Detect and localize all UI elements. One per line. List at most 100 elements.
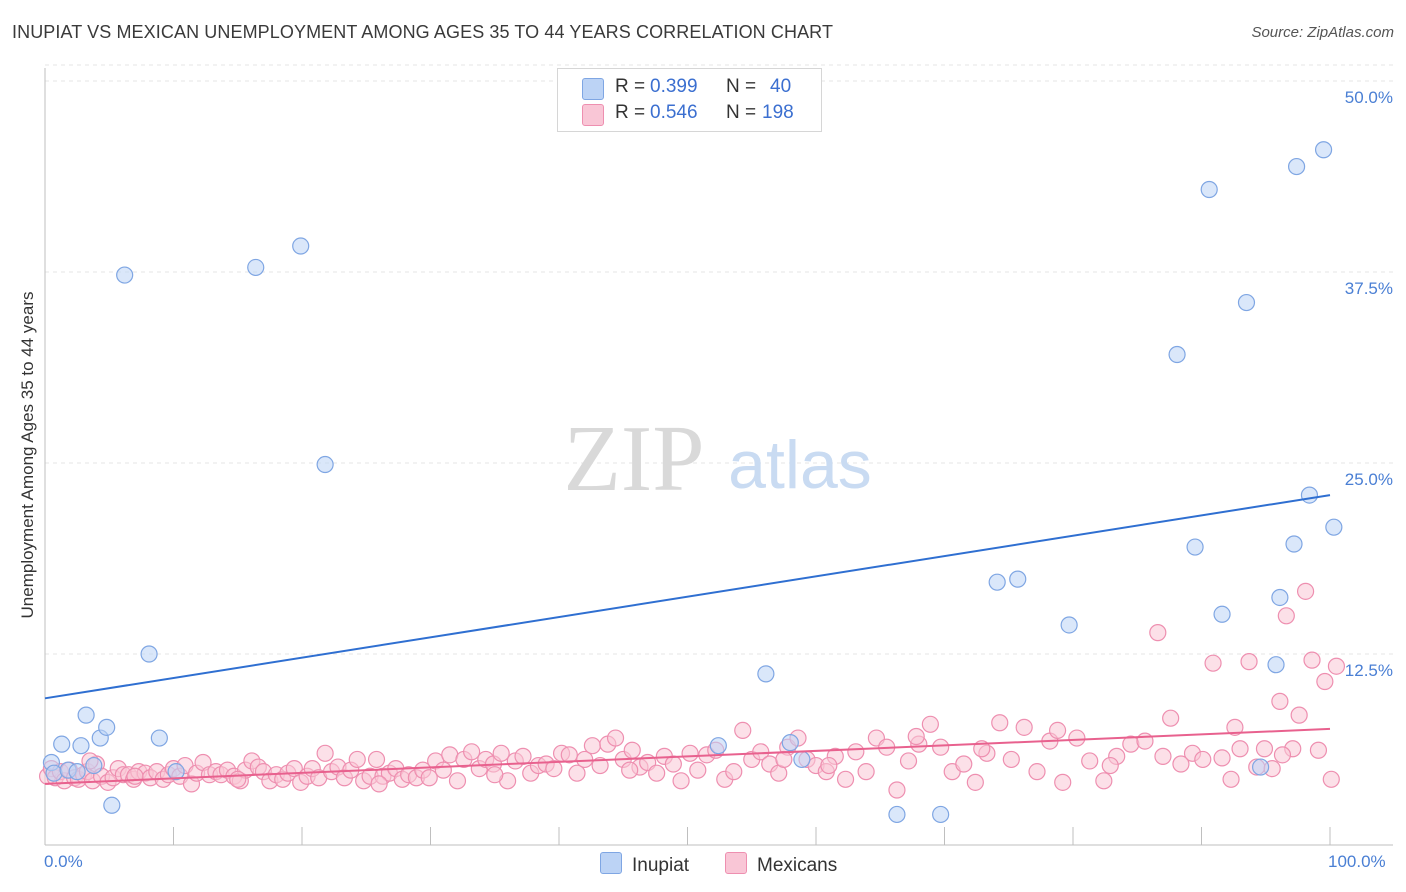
inupiat-point xyxy=(1213,605,1231,623)
mexicans-point xyxy=(591,756,609,775)
inupiat-point xyxy=(85,756,103,775)
mexicans-point xyxy=(1015,718,1033,736)
r-label: R = xyxy=(615,76,646,97)
mexicans-swatch xyxy=(725,852,747,874)
bottom-legend-inupiat: Inupiat xyxy=(600,852,689,877)
mexicans-point xyxy=(1271,692,1289,710)
mexicans-point xyxy=(734,721,752,740)
axes xyxy=(44,68,1393,846)
inupiat-point xyxy=(757,665,775,683)
n-value: 198 xyxy=(762,102,794,123)
inupiat-point xyxy=(98,718,116,736)
inupiat-point xyxy=(292,237,310,255)
mexicans-point xyxy=(775,750,793,769)
inupiat-point xyxy=(316,455,334,474)
mexicans-point xyxy=(568,764,586,782)
mexicans-point xyxy=(367,750,386,769)
r-value: 0.546 xyxy=(650,102,698,123)
mexicans-point xyxy=(1002,750,1020,769)
mexicans-point xyxy=(847,743,865,761)
inupiat-point xyxy=(793,750,811,769)
mexicans-point xyxy=(1081,752,1099,770)
mexicans-point xyxy=(888,781,906,799)
mexicans-point xyxy=(229,770,247,788)
mexicans-point xyxy=(1303,651,1321,669)
mexicans-point xyxy=(752,743,770,761)
mexicans-point xyxy=(648,764,666,782)
inupiat-point xyxy=(45,764,63,782)
watermark-atlas: atlas xyxy=(728,427,872,503)
mexicans-point xyxy=(689,761,707,779)
mexicans-point xyxy=(991,714,1009,732)
inupiat-trend-line xyxy=(44,494,1331,700)
x-tick-label-max: 100.0% xyxy=(1328,852,1386,871)
mexicans-point xyxy=(672,772,690,790)
source-label: Source: ZipAtlas.com xyxy=(1251,24,1394,41)
inupiat-point xyxy=(53,735,71,753)
inupiat-point xyxy=(1325,518,1343,536)
mexicans-point xyxy=(448,772,467,790)
inupiat-point xyxy=(1200,180,1218,199)
mexicans-point xyxy=(1226,718,1244,736)
mexicans-point xyxy=(857,763,875,781)
mexicans-point xyxy=(932,738,950,756)
mexicans-point xyxy=(560,746,578,764)
mexicans-point xyxy=(1136,732,1154,750)
mexicans-point xyxy=(545,759,563,778)
inupiat-point xyxy=(1285,535,1303,553)
mexicans-point xyxy=(1240,653,1258,671)
mexicans-point xyxy=(966,773,984,791)
inupiat-point xyxy=(72,737,90,755)
y-tick-label: 12.5% xyxy=(1344,661,1393,680)
inupiat-point xyxy=(1186,538,1204,556)
mexicans-point xyxy=(1316,672,1334,691)
mexicans-point xyxy=(921,715,939,733)
mexicans-point xyxy=(1255,740,1274,758)
n-value: 40 xyxy=(770,76,792,97)
mexicans-point xyxy=(1309,741,1328,759)
mexicans-point xyxy=(434,761,452,779)
inupiat-point xyxy=(1060,616,1078,634)
mexicans-point xyxy=(486,766,504,784)
y-tick-label: 50.0% xyxy=(1344,88,1393,107)
mexicans-point xyxy=(316,744,334,762)
mexicans-point xyxy=(1273,746,1292,764)
watermark: ZIP atlas xyxy=(564,407,872,511)
bottom-legend-mexicans: Mexicans xyxy=(725,852,837,877)
mexicans-point xyxy=(681,744,699,762)
mexicans-point xyxy=(820,756,838,775)
mexicans-point xyxy=(1068,729,1086,747)
inupiat-point xyxy=(1252,758,1270,776)
mexicans-point xyxy=(583,737,602,755)
gridlines xyxy=(45,64,1393,655)
mexicans-point xyxy=(606,729,625,747)
mexicans-point xyxy=(463,743,481,761)
mexicans-point xyxy=(576,750,594,769)
inupiat-points xyxy=(42,141,1343,824)
mexicans-point xyxy=(1028,763,1046,781)
mexicans-point xyxy=(1095,772,1113,790)
mexicans-point xyxy=(1290,706,1308,724)
mexicans-points xyxy=(38,582,1346,799)
stats-legend: R = 0.399 N = 40 R = 0.546 N = 198 xyxy=(557,68,822,132)
inupiat-point xyxy=(150,729,168,747)
mexicans-point xyxy=(1162,709,1180,727)
mexicans-point xyxy=(664,755,682,773)
n-label: N = xyxy=(726,102,757,123)
mexicans-point xyxy=(492,744,510,762)
n-label: N = xyxy=(726,76,757,97)
inupiat-point xyxy=(1314,141,1333,159)
mexicans-point xyxy=(1327,657,1346,675)
r-value: 0.399 xyxy=(650,76,698,97)
inupiat-point xyxy=(247,258,265,277)
mexicans-point xyxy=(899,752,918,770)
inupiat-point xyxy=(932,805,950,824)
inupiat-swatch xyxy=(582,78,604,100)
mexicans-trend-line xyxy=(44,727,1331,785)
mexicans-point xyxy=(836,770,855,788)
inupiat-point xyxy=(1237,293,1256,312)
r-label: R = xyxy=(615,102,646,123)
mexicans-point xyxy=(1154,747,1172,765)
inupiat-point xyxy=(709,737,727,755)
